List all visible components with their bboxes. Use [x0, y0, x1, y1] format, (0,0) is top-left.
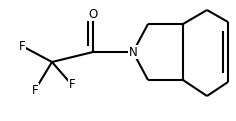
Text: F: F	[19, 39, 25, 53]
Text: N: N	[129, 45, 137, 58]
Text: O: O	[88, 8, 98, 20]
Text: F: F	[32, 83, 38, 97]
Text: F: F	[69, 79, 75, 91]
